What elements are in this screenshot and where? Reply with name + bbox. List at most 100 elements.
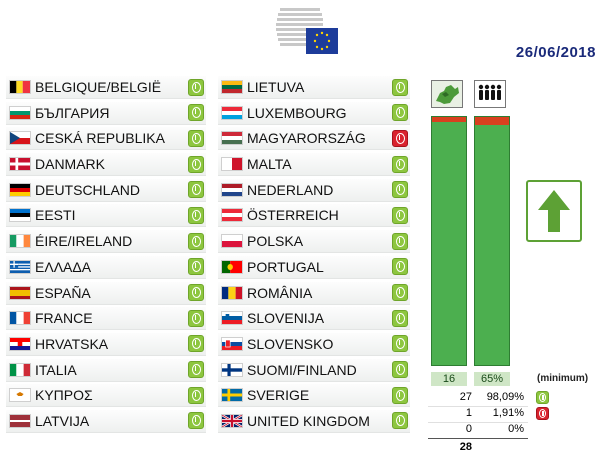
country-row: SUOMI/FINLAND (218, 358, 410, 382)
country-row: DANMARK (6, 153, 206, 177)
country-name: LATVIJA (35, 412, 90, 429)
totals-separator (428, 422, 528, 423)
country-row: DEUTSCHLAND (6, 178, 206, 202)
latvia-flag-icon (6, 413, 35, 428)
country-name: LUXEMBOURG (247, 104, 347, 121)
vote-yes-icon (188, 232, 204, 250)
country-name: MAGYARORSZÁG (247, 130, 366, 147)
country-list-right: LIETUVA LUXEMBOURG MAGYARORSZÁG MALTA NEDERL… (218, 76, 410, 436)
total-percent: 0% (508, 423, 524, 435)
country-name: ÖSTERREICH (247, 207, 339, 224)
country-row: ITALIA (6, 358, 206, 382)
country-row: BELGIQUE/BELGIË (6, 76, 206, 99)
country-name: DEUTSCHLAND (35, 181, 141, 198)
total-row-yes: 27 98,09% (428, 391, 549, 407)
country-name: HRVATSKA (35, 335, 109, 352)
total-count: 1 (465, 407, 472, 419)
ireland-flag-icon (6, 234, 35, 249)
country-name: ROMÂNIA (247, 284, 313, 301)
country-row: MAGYARORSZÁG (218, 127, 410, 151)
vote-yes-icon (188, 361, 204, 379)
country-row: ÖSTERREICH (218, 204, 410, 228)
country-name: ITALIA (35, 361, 77, 378)
vote-yes-icon (392, 335, 408, 353)
population-bar (474, 116, 510, 366)
vote-yes-icon (188, 129, 204, 147)
country-row: SLOVENSKO (218, 332, 410, 356)
country-row: ΕΛΛΑΔΑ (6, 255, 206, 279)
country-row: БЪЛГАРИЯ (6, 101, 206, 125)
totals-divider (428, 438, 528, 439)
country-name: PORTUGAL (247, 258, 324, 275)
country-row: SVERIGE (218, 384, 410, 408)
country-name: SLOVENSKO (247, 335, 334, 352)
totals-separator (428, 406, 528, 407)
eu-council-logo (276, 8, 338, 54)
vote-yes-icon (392, 258, 408, 276)
uk-flag-icon (218, 413, 247, 428)
vote-yes-icon (188, 155, 204, 173)
vote-yes-icon (188, 284, 204, 301)
romania-flag-icon (218, 285, 247, 300)
vote-yes-icon (188, 206, 204, 224)
total-percent: 1,91% (492, 407, 524, 419)
country-row: HRVATSKA (6, 332, 206, 356)
bulgaria-flag-icon (6, 105, 35, 120)
country-row: ΚΥΠΡΟΣ (6, 384, 206, 408)
country-row: POLSKA (218, 230, 410, 254)
vote-yes-icon (392, 155, 408, 173)
vote-no-icon (392, 129, 408, 147)
vote-yes-icon (188, 309, 204, 327)
denmark-flag-icon (6, 157, 35, 172)
vote-yes-icon (188, 78, 204, 96)
croatia-flag-icon (6, 336, 35, 351)
vote-yes-icon (392, 78, 408, 96)
country-row: ESPAÑA (6, 281, 206, 305)
slovakia-flag-icon (218, 336, 247, 351)
country-row: FRANCE (6, 307, 206, 331)
country-row: CESKÁ REPUBLIKA (6, 127, 206, 151)
lithuania-flag-icon (218, 80, 247, 94)
sweden-flag-icon (218, 388, 247, 403)
country-name: CESKÁ REPUBLIKA (35, 130, 165, 147)
country-name: БЪЛГАРИЯ (35, 104, 110, 121)
spain-flag-icon (6, 285, 35, 300)
italy-flag-icon (6, 362, 35, 377)
up-arrow-icon (538, 190, 570, 232)
header: 26/06/2018 (0, 0, 610, 70)
country-name: EESTI (35, 207, 76, 224)
country-name: DANMARK (35, 156, 106, 173)
country-name: SVERIGE (247, 387, 310, 404)
austria-flag-icon (218, 208, 247, 223)
country-row: UNITED KINGDOM (218, 409, 410, 433)
total-percent: 98,09% (486, 391, 524, 403)
country-row: LIETUVA (218, 76, 410, 99)
country-row: EESTI (6, 204, 206, 228)
country-row: ÉIRE/IRELAND (6, 230, 206, 254)
country-name: BELGIQUE/BELGIË (35, 79, 162, 95)
czech-flag-icon (6, 131, 35, 146)
portugal-flag-icon (218, 259, 247, 274)
states-threshold-label: 16 (431, 372, 467, 386)
poland-flag-icon (218, 234, 247, 249)
vote-yes-icon (188, 386, 204, 404)
vote-yes-icon (392, 309, 408, 327)
country-name: FRANCE (35, 310, 93, 327)
country-row: PORTUGAL (218, 255, 410, 279)
france-flag-icon (6, 311, 35, 326)
vote-date: 26/06/2018 (515, 44, 596, 61)
vote-yes-icon (392, 104, 408, 122)
vote-yes-icon (392, 206, 408, 224)
country-name: ESPAÑA (35, 284, 91, 301)
country-name: SLOVENIJA (247, 310, 325, 327)
country-row: MALTA (218, 153, 410, 177)
vote-yes-icon (392, 361, 408, 379)
vote-yes-icon (392, 181, 408, 199)
vote-yes-icon (392, 284, 408, 301)
member-states-icon (431, 80, 463, 108)
vote-yes-icon (392, 232, 408, 250)
estonia-flag-icon (6, 208, 35, 223)
country-name: SUOMI/FINLAND (247, 361, 357, 378)
vote-yes-icon (392, 386, 408, 404)
country-name: NEDERLAND (247, 181, 334, 198)
